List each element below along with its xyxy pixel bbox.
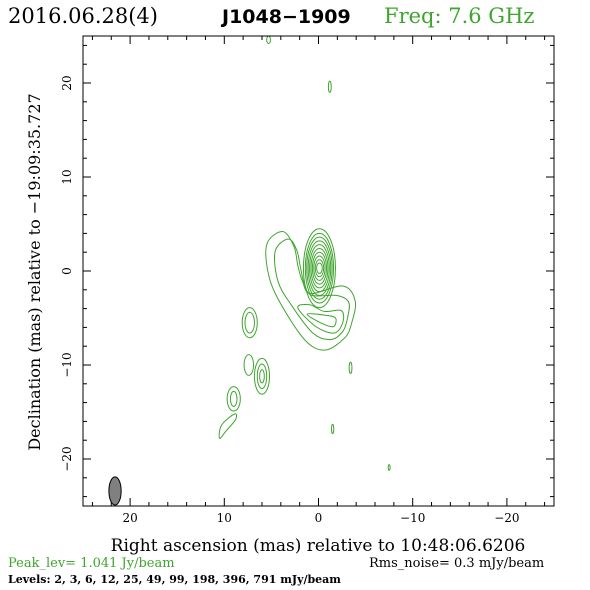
source-name: J1048−1909 (220, 6, 351, 28)
tick-layer (83, 36, 554, 506)
x-tick-label: 10 (217, 511, 232, 525)
component-contour (226, 386, 241, 412)
jet-contour (306, 313, 337, 328)
beam-layer (108, 476, 122, 506)
core-contour (316, 262, 323, 274)
y-tick-label: −20 (60, 446, 74, 471)
core-contour (304, 232, 335, 304)
y-tick-label: 0 (60, 267, 74, 275)
contour-layer (218, 35, 391, 471)
component-contour (253, 357, 271, 395)
component-contour (256, 363, 268, 389)
core-contour (310, 247, 329, 289)
x-tick-label: −10 (400, 511, 425, 525)
filament-contour (218, 413, 238, 439)
y-tick-label: 10 (60, 169, 74, 184)
plot-frame (82, 35, 555, 507)
jet-contour (265, 231, 357, 351)
component-contour (229, 390, 238, 407)
rms-noise: Rms_noise= 0.3 mJy/beam (369, 556, 544, 571)
beam-ellipse (108, 476, 122, 506)
x-tick-label: 0 (315, 511, 323, 525)
component-contour (244, 311, 255, 334)
component-contour (330, 423, 335, 435)
component-contour (241, 307, 258, 339)
component-contour (327, 80, 332, 93)
x-tick-label: −20 (494, 511, 519, 525)
core-contour (314, 259, 325, 278)
x-tick-label: 20 (122, 511, 137, 525)
peak-level: Peak_lev= 1.041 Jy/beam (8, 556, 175, 571)
component-contour (387, 464, 391, 471)
tick-label-layer: 20 10 0 −10 −20 20 10 0 −10 −20 (60, 75, 520, 525)
core-contour (302, 228, 336, 309)
component-contour (243, 354, 255, 376)
y-axis-label: Declination (mas) relative to −19:09:35.… (25, 93, 44, 450)
core-contour (311, 251, 328, 285)
core-contour (307, 240, 332, 296)
y-tick-label: 20 (60, 75, 74, 90)
component-contour (348, 361, 353, 374)
jet-contour (273, 238, 350, 341)
x-axis-label: Right ascension (mas) relative to 10:48:… (111, 536, 526, 556)
core-contour (313, 255, 326, 281)
frequency-label: Freq: 7.6 GHz (384, 4, 534, 28)
jet-contour (297, 303, 345, 334)
component-contour (266, 35, 271, 45)
core-contour (306, 236, 333, 300)
contour-levels: Levels: 2, 3, 6, 12, 25, 49, 99, 198, 39… (8, 573, 341, 586)
epoch-label: 2016.06.28(4) (8, 4, 158, 28)
y-tick-label: −10 (60, 352, 74, 377)
component-contour (259, 369, 265, 384)
